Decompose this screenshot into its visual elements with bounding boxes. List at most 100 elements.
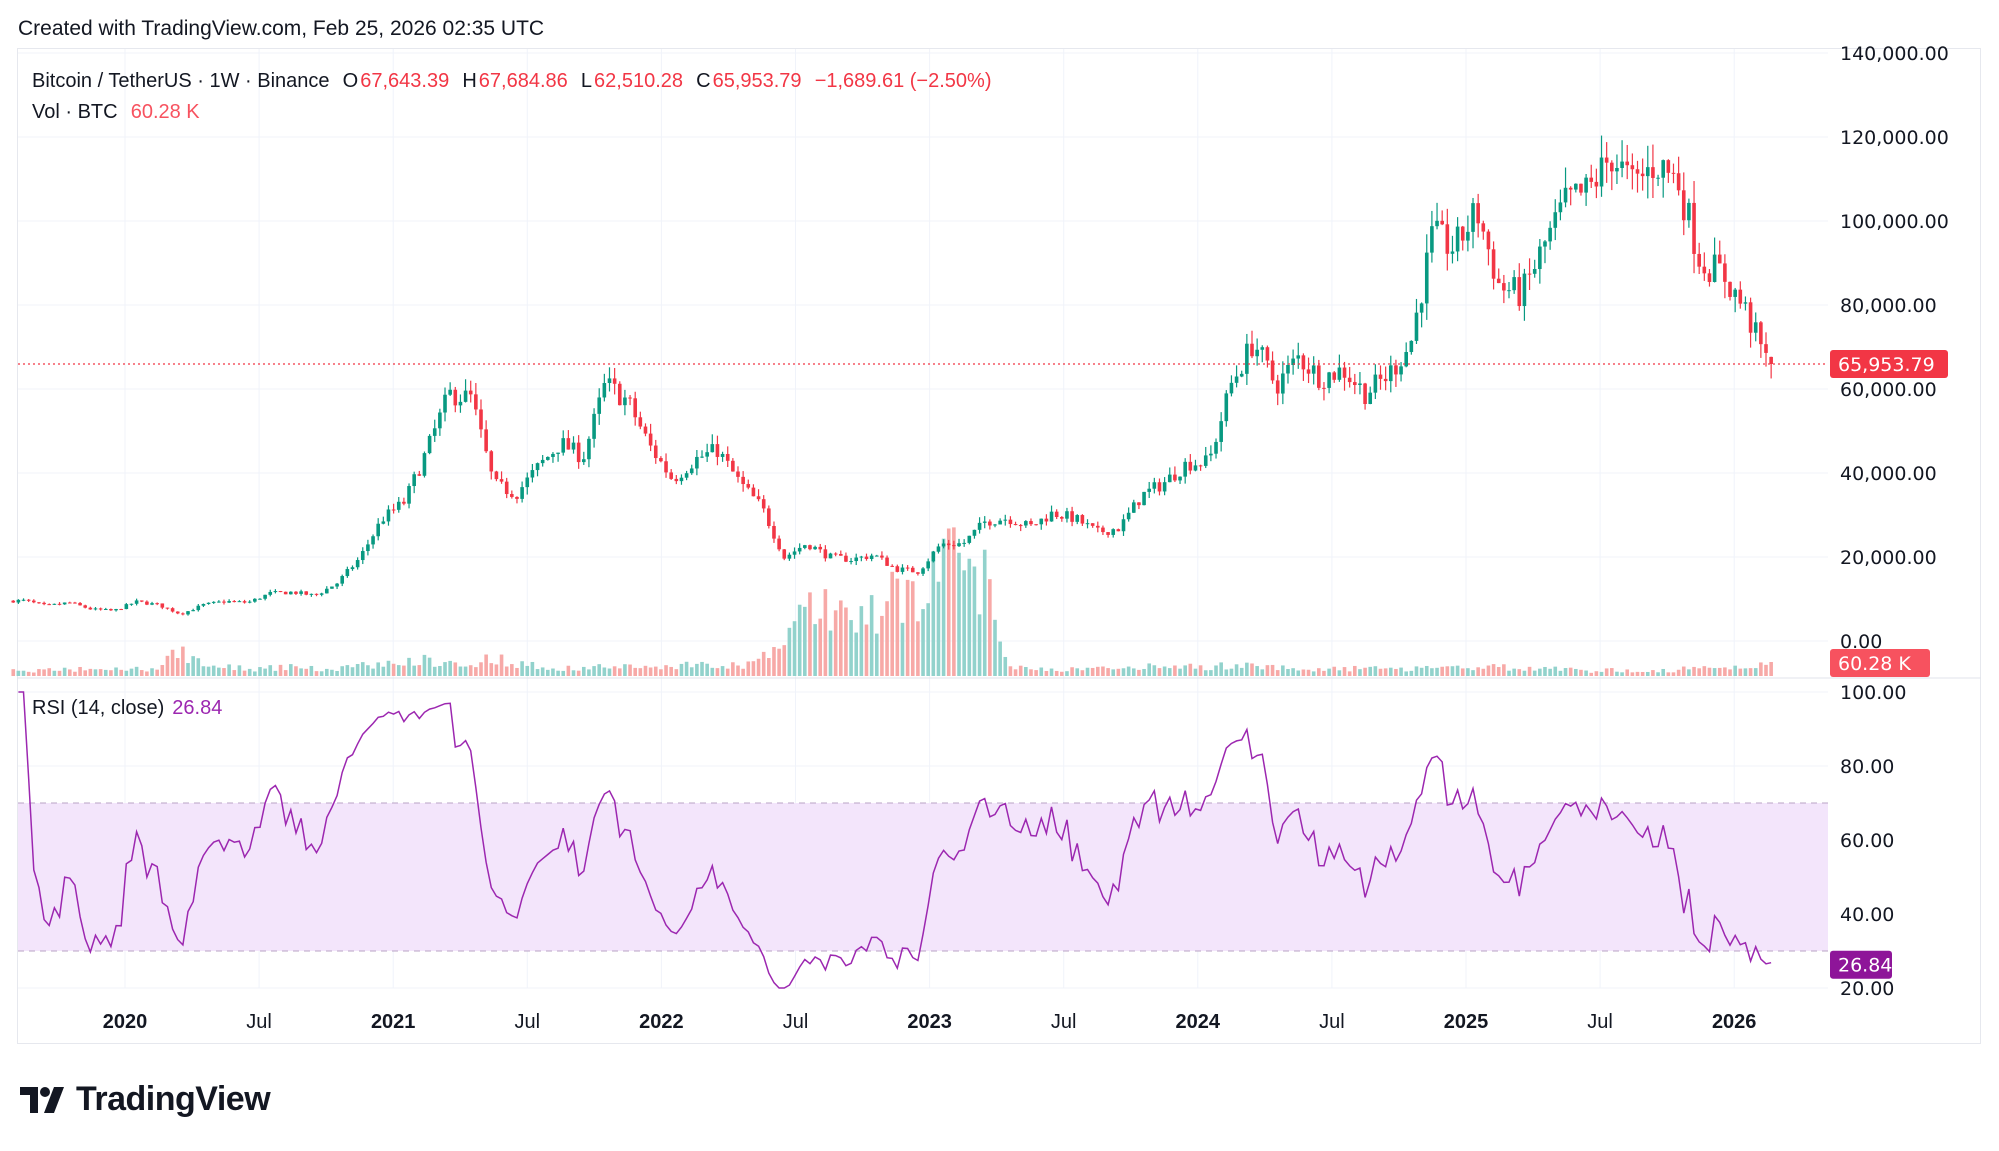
volume-bar bbox=[844, 607, 848, 676]
candle bbox=[93, 606, 98, 611]
candle-body bbox=[222, 601, 226, 603]
volume-bar bbox=[581, 666, 586, 676]
candle-body bbox=[1748, 302, 1753, 333]
volume-bar bbox=[1681, 666, 1686, 676]
volume-bar bbox=[1101, 666, 1105, 676]
volume-bar bbox=[1615, 671, 1619, 676]
candle-body bbox=[1024, 521, 1028, 526]
volume-bar bbox=[607, 668, 612, 676]
volume-bar bbox=[638, 668, 643, 676]
volume-bar bbox=[381, 666, 386, 676]
volume-bar bbox=[977, 614, 982, 676]
volume-bar bbox=[664, 665, 668, 676]
candle-body bbox=[664, 461, 668, 473]
candle bbox=[1543, 240, 1547, 264]
candle-body bbox=[659, 458, 663, 462]
candle bbox=[417, 470, 422, 476]
volume-bar bbox=[612, 666, 617, 676]
candle bbox=[1106, 532, 1110, 538]
candle-body bbox=[648, 433, 653, 446]
rsi-value-badge-bg bbox=[1830, 950, 1892, 979]
candle-body bbox=[1574, 183, 1578, 190]
volume-bar bbox=[345, 665, 350, 676]
rsi-axis-label: 20.00 bbox=[1840, 978, 1894, 1000]
candle bbox=[1574, 183, 1578, 193]
candle-body bbox=[1759, 322, 1763, 345]
candle-body bbox=[139, 600, 144, 602]
candle-body bbox=[1085, 523, 1090, 525]
candle-body bbox=[170, 608, 175, 612]
volume-bar bbox=[1142, 668, 1146, 676]
volume-bar bbox=[1152, 665, 1157, 676]
candle bbox=[278, 590, 283, 593]
candle-body bbox=[494, 471, 499, 480]
tradingview-logo[interactable]: TradingView bbox=[20, 1080, 271, 1119]
volume-bar bbox=[11, 669, 16, 676]
candle bbox=[335, 582, 339, 590]
candle bbox=[556, 452, 560, 462]
candle-body bbox=[1558, 202, 1563, 213]
volume-bar bbox=[854, 632, 859, 676]
price-axis-label: 40,000.00 bbox=[1840, 463, 1937, 485]
volume-bar bbox=[1332, 666, 1337, 676]
candle bbox=[874, 554, 879, 557]
candle-body bbox=[67, 602, 72, 604]
volume-bar bbox=[782, 645, 787, 676]
candle-body bbox=[833, 553, 838, 555]
candle-body bbox=[761, 499, 766, 509]
volume-bar bbox=[499, 654, 504, 676]
candle-body bbox=[1656, 177, 1660, 179]
rsi-legend-label[interactable]: RSI (14, close) bbox=[32, 697, 165, 719]
candle-body bbox=[720, 453, 725, 457]
volume-legend-label[interactable]: Vol · BTC bbox=[32, 101, 118, 123]
volume-bar bbox=[597, 664, 602, 676]
candle bbox=[217, 600, 221, 603]
candle-body bbox=[1301, 355, 1306, 370]
candle-body bbox=[607, 378, 612, 384]
candle-body bbox=[1157, 482, 1162, 492]
rsi-axis-label: 100.00 bbox=[1840, 682, 1906, 704]
candle-body bbox=[1681, 190, 1686, 221]
candle-body bbox=[1363, 383, 1367, 405]
candle-body bbox=[1702, 266, 1707, 274]
candle bbox=[1291, 349, 1295, 375]
candle bbox=[253, 598, 257, 603]
candle-body bbox=[453, 389, 458, 406]
time-axis-label: Jul bbox=[1587, 1011, 1613, 1033]
candle bbox=[1095, 521, 1100, 533]
volume-bar bbox=[67, 669, 72, 676]
candle bbox=[1610, 160, 1614, 191]
candle-body bbox=[1764, 344, 1768, 353]
volume-bar bbox=[1661, 668, 1666, 676]
candle-body bbox=[1198, 465, 1203, 467]
candle bbox=[1496, 268, 1501, 284]
candle bbox=[330, 586, 334, 589]
candle-body bbox=[741, 476, 745, 485]
candle bbox=[103, 607, 108, 611]
candle bbox=[1538, 239, 1542, 284]
volume-bar bbox=[957, 552, 961, 676]
candle-body bbox=[443, 394, 447, 413]
candle bbox=[1651, 144, 1655, 198]
volume-bar bbox=[515, 667, 519, 676]
symbol-title[interactable]: Bitcoin / TetherUS · 1W · Binance bbox=[32, 70, 330, 92]
candles bbox=[11, 135, 1773, 616]
candle-body bbox=[520, 487, 524, 499]
candle-body bbox=[1666, 160, 1671, 173]
candle bbox=[32, 599, 36, 604]
candle bbox=[1430, 210, 1434, 263]
candle-body bbox=[1640, 173, 1645, 177]
candle bbox=[242, 599, 247, 604]
candle-body bbox=[119, 609, 123, 611]
candle-body bbox=[1353, 382, 1357, 386]
candle-body bbox=[407, 486, 411, 504]
candle-body bbox=[1563, 187, 1568, 203]
candle bbox=[1250, 330, 1254, 359]
candle-body bbox=[1162, 482, 1167, 492]
volume-bar bbox=[520, 661, 524, 676]
candle bbox=[1013, 521, 1018, 526]
candle-body bbox=[124, 604, 129, 610]
volume-bar bbox=[1065, 671, 1069, 676]
candle-body bbox=[1599, 157, 1604, 187]
